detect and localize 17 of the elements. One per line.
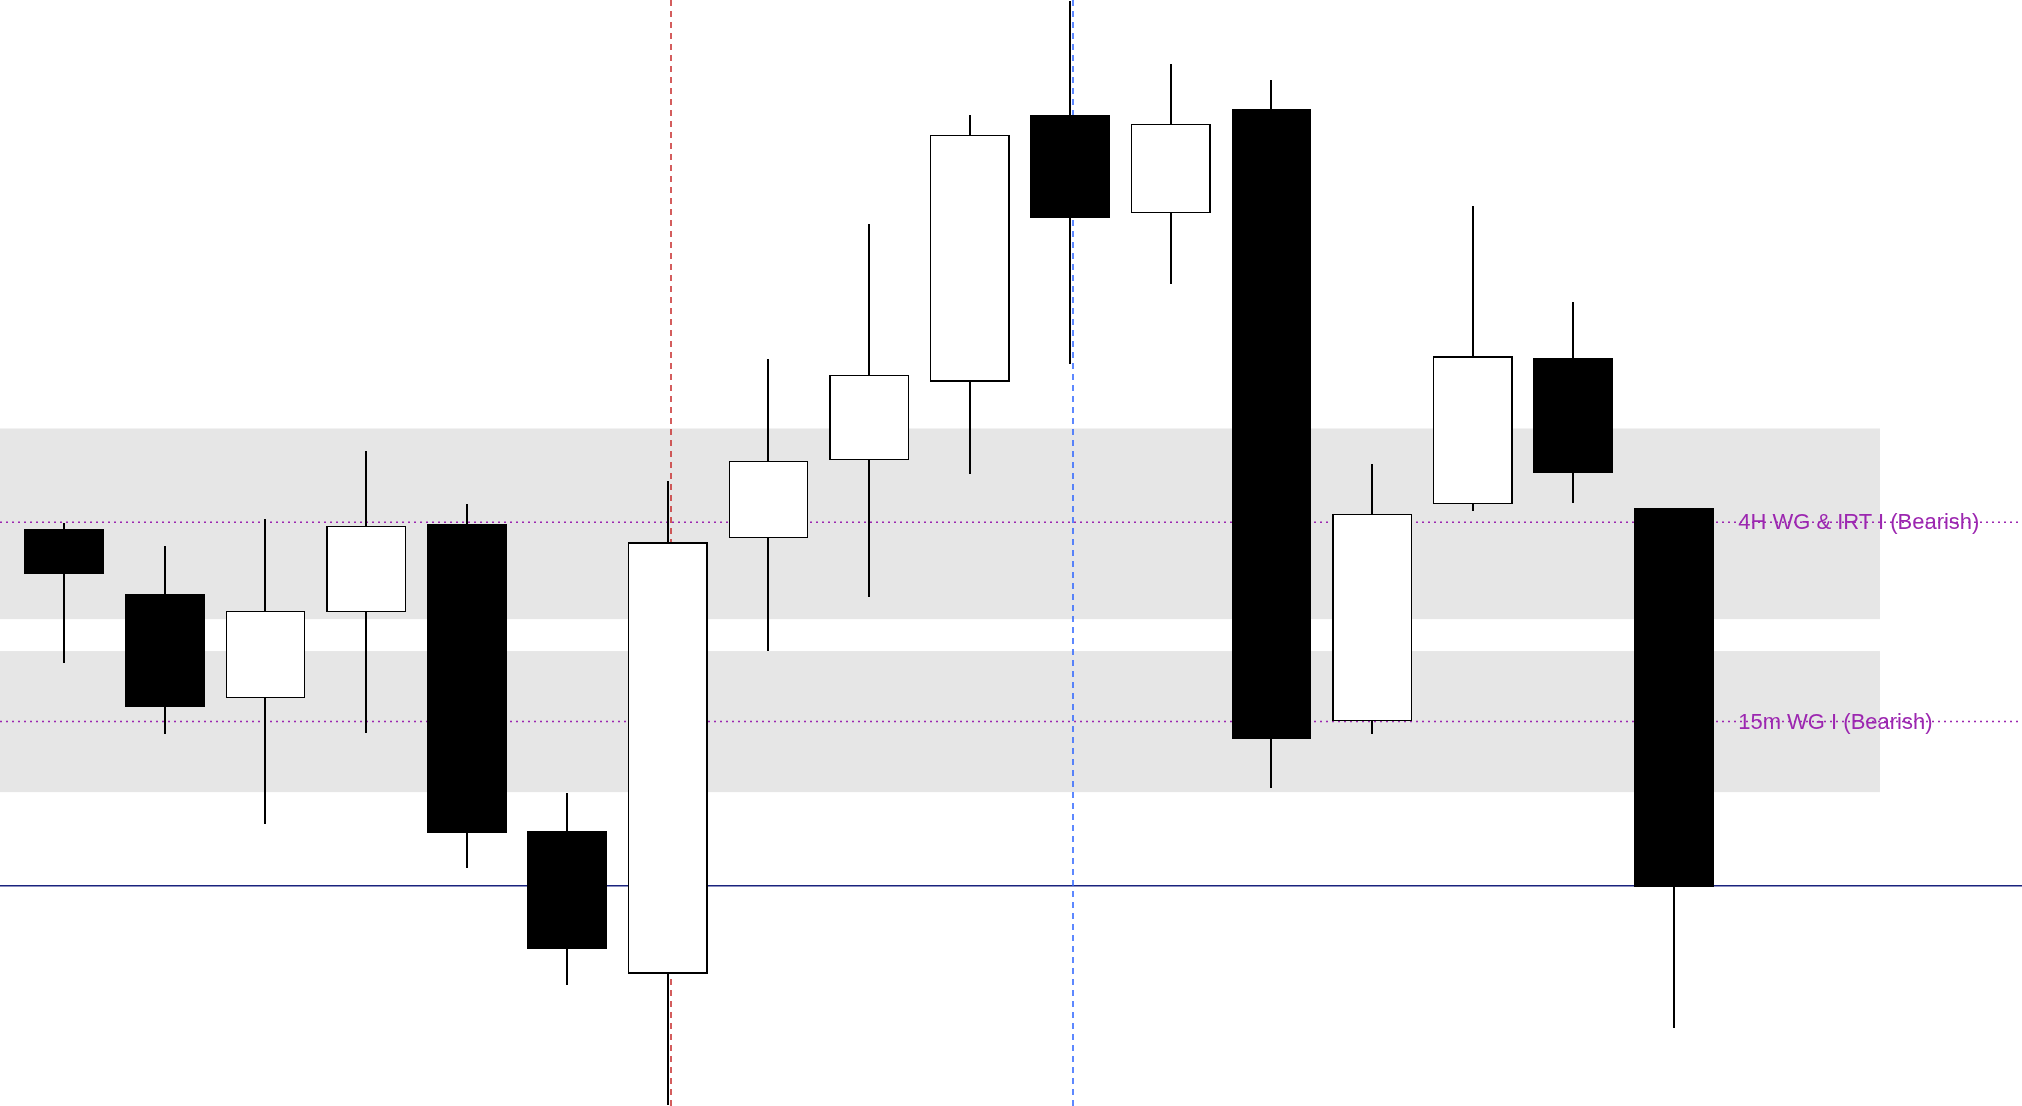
ref-line-label: 15m WG I (Bearish) <box>1738 708 1933 734</box>
candlestick <box>1432 205 1513 512</box>
candlestick <box>627 481 708 1105</box>
candlestick <box>929 114 1010 474</box>
candlestick <box>326 450 407 733</box>
candlestick <box>1231 80 1312 788</box>
candlestick <box>1030 1 1111 365</box>
candlestick <box>225 518 306 824</box>
candlestick <box>527 793 608 985</box>
candlestick <box>829 223 910 597</box>
candlestick <box>1130 63 1211 285</box>
candlestick <box>426 503 507 869</box>
candlestick <box>728 359 809 651</box>
candlestick <box>1332 463 1413 734</box>
candlestick <box>124 546 205 734</box>
candlestick <box>1533 301 1614 504</box>
candlestick <box>24 523 105 664</box>
